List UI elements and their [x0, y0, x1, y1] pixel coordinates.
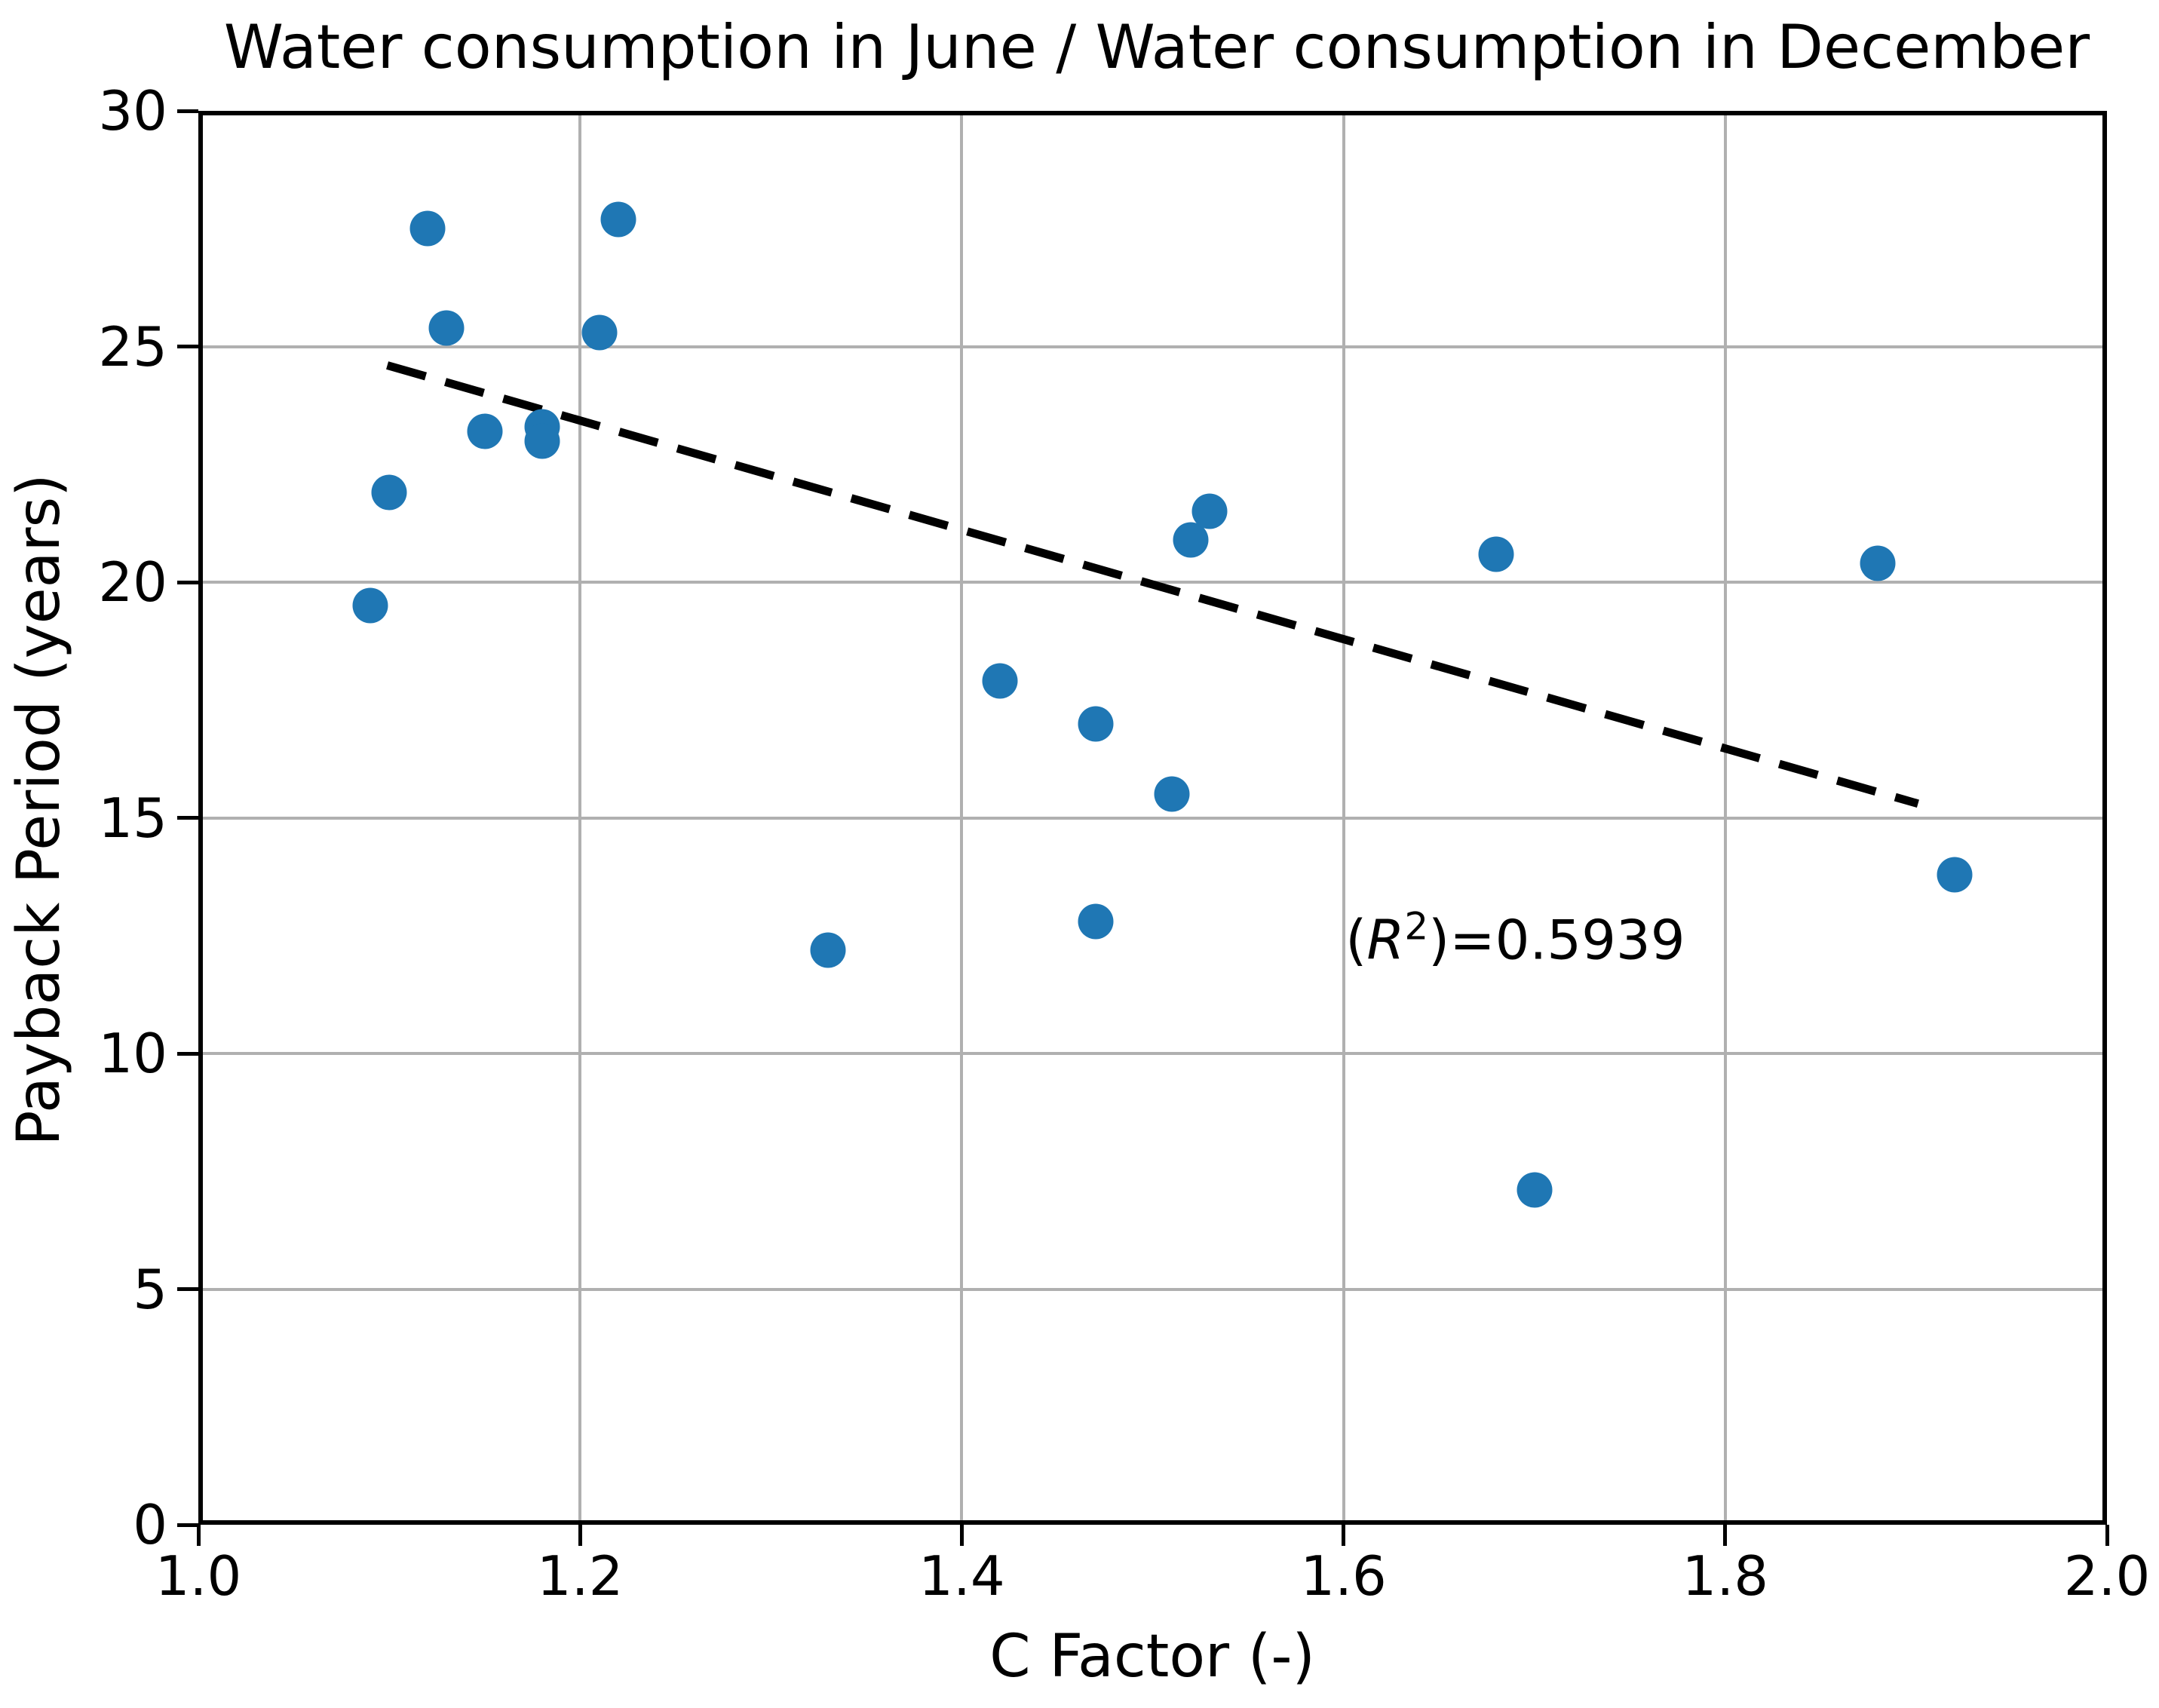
- gridline-y-25: [198, 345, 2107, 348]
- y-tick-mark-20: [177, 580, 198, 584]
- y-tick-mark-10: [177, 1051, 198, 1056]
- y-tick-label-20: 20: [98, 550, 167, 614]
- y-tick-mark-15: [177, 816, 198, 820]
- scatter-point-17: [1478, 536, 1514, 572]
- x-tick-mark-1.6: [1342, 1525, 1346, 1546]
- scatter-point-14: [1154, 776, 1190, 812]
- scatter-point-13: [1078, 903, 1114, 940]
- x-tick-mark-1.8: [1723, 1525, 1728, 1546]
- scatter-point-20: [1937, 857, 1973, 892]
- x-tick-label-1.2: 1.2: [536, 1544, 624, 1608]
- y-tick-label-15: 15: [98, 786, 167, 850]
- y-tick-label-5: 5: [133, 1257, 167, 1321]
- y-tick-label-10: 10: [98, 1022, 167, 1085]
- scatter-point-2: [371, 474, 407, 511]
- x-tick-mark-2.0: [2105, 1525, 2109, 1546]
- x-tick-label-1.8: 1.8: [1682, 1544, 1769, 1608]
- plot-area: (R2)=0.5939: [198, 111, 2107, 1525]
- scatter-point-4: [428, 310, 465, 345]
- x-tick-label-1.0: 1.0: [155, 1544, 242, 1608]
- y-tick-mark-25: [177, 345, 198, 348]
- scatter-point-19: [1860, 545, 1896, 581]
- scatter-point-16: [1191, 493, 1228, 529]
- x-tick-label-1.6: 1.6: [1300, 1544, 1387, 1608]
- y-tick-label-30: 30: [98, 79, 167, 143]
- x-tick-mark-1.4: [959, 1525, 964, 1546]
- scatter-point-7: [524, 423, 560, 458]
- y-axis-label: Payback Period (years): [5, 474, 73, 1146]
- y-tick-label-25: 25: [98, 314, 167, 379]
- scatter-point-5: [467, 413, 503, 449]
- x-tick-label-1.4: 1.4: [918, 1544, 1005, 1608]
- gridline-y-10: [198, 1052, 2107, 1055]
- scatter-point-11: [982, 663, 1018, 699]
- scatter-point-12: [1078, 706, 1114, 741]
- trend-line-layer: [386, 361, 1919, 808]
- y-tick-mark-30: [177, 109, 198, 113]
- x-tick-label-2.0: 2.0: [2063, 1544, 2151, 1608]
- x-tick-mark-1.2: [578, 1525, 582, 1546]
- y-tick-label-0: 0: [133, 1493, 167, 1556]
- r-squared-annotation: (R2)=0.5939: [1345, 904, 1685, 972]
- chart-title: Water consumption in June / Water consum…: [223, 12, 2090, 82]
- scatter-point-9: [600, 201, 636, 238]
- y-tick-mark-0: [177, 1522, 198, 1527]
- scatter-point-8: [581, 314, 617, 351]
- y-tick-mark-5: [177, 1287, 198, 1291]
- scatter-point-3: [409, 210, 446, 247]
- gridline-y-15: [198, 816, 2107, 820]
- scatter-point-18: [1517, 1172, 1553, 1208]
- trend-line: [386, 361, 1919, 808]
- gridline-y-5: [198, 1287, 2107, 1291]
- scatter-point-10: [810, 932, 846, 967]
- x-axis-label: C Factor (-): [989, 1623, 1315, 1691]
- scatter-point-1: [352, 587, 388, 624]
- x-tick-mark-1.0: [196, 1525, 201, 1546]
